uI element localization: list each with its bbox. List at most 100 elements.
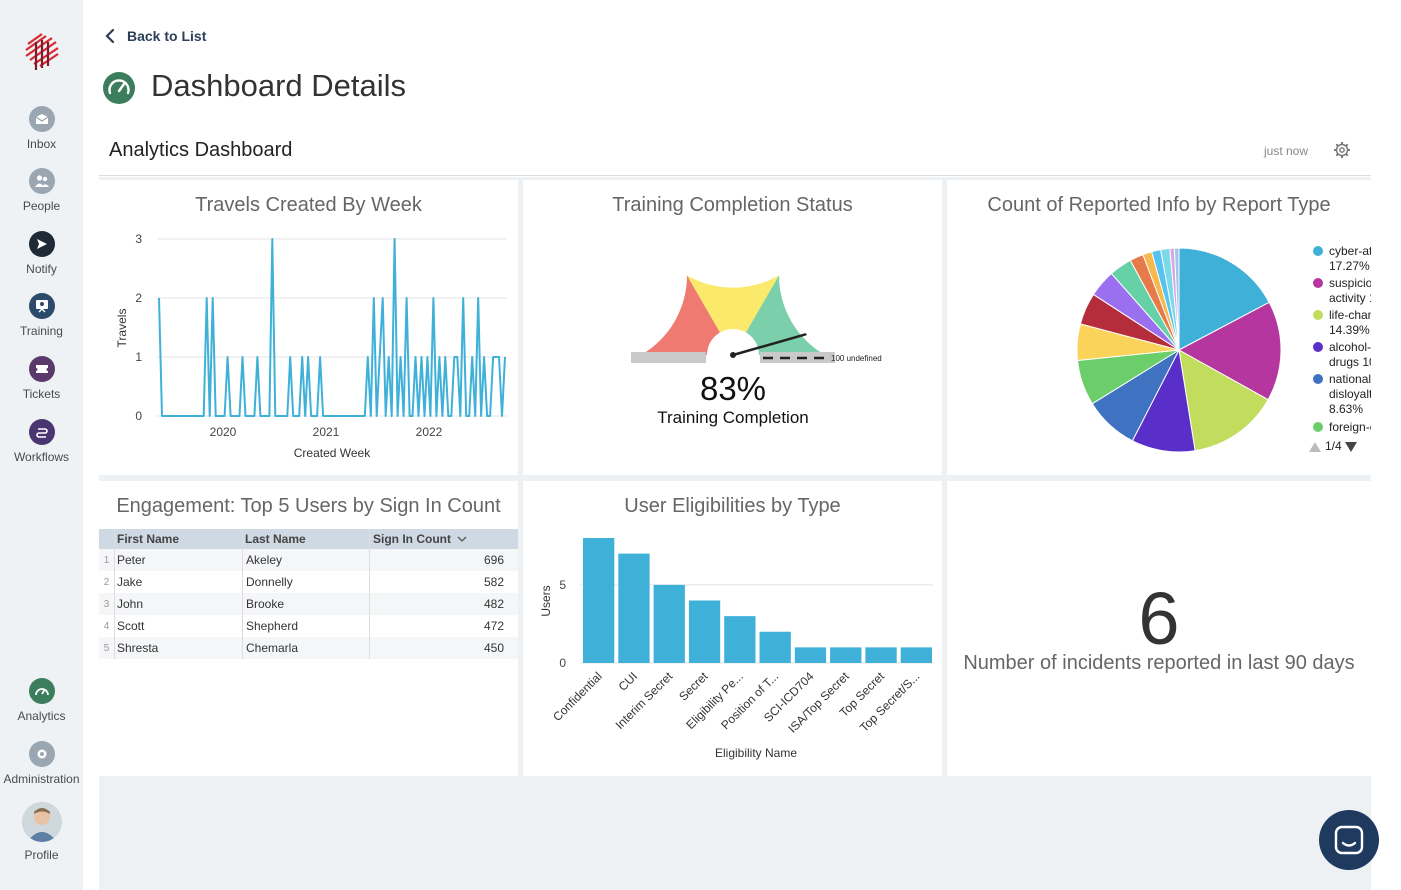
nav-workflows-label: Workflows xyxy=(13,450,70,464)
legend-item-label: foreign-contact xyxy=(1329,420,1371,434)
x-tick-label: CUI xyxy=(616,669,641,694)
sign-in-count-header[interactable]: Sign In Count xyxy=(370,529,518,549)
nav-people-label: People xyxy=(22,199,61,213)
legend-page-indicator: 1/4 xyxy=(1325,439,1342,453)
nav-profile[interactable]: Profile xyxy=(0,802,83,862)
nav-tickets-label: Tickets xyxy=(22,387,61,401)
travels-panel: Travels Created By Week 0 1 2 3 2020 2021 2022… xyxy=(99,180,518,475)
training-gauge[interactable]: 100 undefined 83%Training Completion xyxy=(523,180,942,475)
nav-inbox-label: Inbox xyxy=(26,137,57,151)
last-name-header[interactable]: Last Name xyxy=(243,529,370,549)
table-body: 1 Peter Akeley 696 2 Jake Donnelly 582 3 John Br… xyxy=(99,549,518,659)
pie-slice xyxy=(1178,247,1270,351)
y-tick-label: 1 xyxy=(135,350,142,364)
x-tick-label: Confidential xyxy=(550,669,605,724)
people-icon xyxy=(28,168,55,194)
travels-series-line xyxy=(158,238,506,417)
table-row[interactable]: 1 Peter Akeley 696 xyxy=(99,549,518,571)
training-icon xyxy=(28,293,55,319)
y-axis-label: Travels xyxy=(115,309,129,348)
legend-item-label: life-changes14.39% xyxy=(1329,308,1371,337)
nav-administration-label: Administration xyxy=(3,772,80,786)
x-axis-label: Created Week xyxy=(294,446,371,460)
gauge-band-mid xyxy=(687,275,779,336)
dashboard-gauge-icon xyxy=(103,72,135,104)
first-name-cell: Peter xyxy=(115,549,243,571)
legend-swatch xyxy=(1313,310,1323,320)
y-tick-label: 0 xyxy=(135,409,142,423)
eligibility-bar xyxy=(688,600,721,663)
nav-tickets[interactable]: Tickets xyxy=(0,356,83,401)
y-tick-label: 5 xyxy=(559,578,566,592)
chat-icon xyxy=(1334,825,1364,855)
dashboard-title: Analytics Dashboard xyxy=(109,139,293,161)
back-to-list-link[interactable]: Back to List xyxy=(105,28,206,44)
eligibility-bar xyxy=(618,553,650,663)
sign-in-count-cell: 450 xyxy=(483,641,504,655)
eligibility-bar xyxy=(794,647,827,663)
legend-item-label: national-disloyalty8.63% xyxy=(1329,372,1371,416)
sign-in-count-label: Sign In Count xyxy=(373,532,451,546)
nav-notify[interactable]: Notify xyxy=(0,231,83,276)
report-type-pie[interactable]: cyber-attack17.27% suspicious-activity 15… xyxy=(947,180,1371,475)
legend-swatch xyxy=(1313,342,1323,352)
first-name-cell: Scott xyxy=(115,615,243,637)
gauge-max-label: 100 undefined xyxy=(831,354,882,363)
x-tick-label: 2020 xyxy=(210,425,237,439)
nav-analytics[interactable]: Analytics xyxy=(0,678,83,723)
nav-inbox[interactable]: Inbox xyxy=(0,106,83,151)
header-divider xyxy=(99,175,1371,176)
legend-item-label: suspicious-activity 15.83% xyxy=(1329,276,1371,305)
incidents-panel: 6 Number of incidents reported in last 9… xyxy=(947,481,1371,776)
index-header xyxy=(99,529,115,549)
app-logo[interactable] xyxy=(22,32,62,72)
refresh-status: just now xyxy=(1264,144,1309,158)
eligibility-bar xyxy=(759,631,791,663)
inbox-icon xyxy=(28,106,55,132)
pie-slice xyxy=(1173,247,1180,351)
legend-swatch xyxy=(1313,278,1323,288)
legend-prev-page-icon xyxy=(1309,442,1321,452)
row-index: 1 xyxy=(99,549,115,571)
last-name-cell: Donnelly xyxy=(243,571,370,593)
gauge-base-left xyxy=(631,352,706,363)
table-header: First Name Last Name Sign In Count xyxy=(99,529,518,549)
legend-swatch xyxy=(1313,246,1323,256)
row-index: 4 xyxy=(99,615,115,637)
workflow-icon xyxy=(28,419,55,445)
page-title: Dashboard Details xyxy=(151,68,407,103)
table-row[interactable]: 5 Shresta Chemarla 450 xyxy=(99,637,518,659)
incidents-label: Number of incidents reported in last 90 … xyxy=(963,652,1355,674)
travels-line-chart[interactable]: 0 1 2 3 2020 2021 2022 Created Week Travels xyxy=(99,180,518,475)
last-name-cell: Akeley xyxy=(243,549,370,571)
y-tick-label: 2 xyxy=(135,291,142,305)
table-row[interactable]: 4 Scott Shepherd 472 xyxy=(99,615,518,637)
nav-profile-label: Profile xyxy=(24,848,59,862)
settings-gear-icon[interactable] xyxy=(1333,141,1351,159)
gauge-value-label: 83% xyxy=(700,370,766,407)
gauge-needle xyxy=(731,333,807,357)
table-row[interactable]: 2 Jake Donnelly 582 xyxy=(99,571,518,593)
nav-analytics-label: Analytics xyxy=(17,709,66,723)
avatar xyxy=(21,802,62,842)
nav-workflows[interactable]: Workflows xyxy=(0,419,83,464)
gauge-needle-pivot xyxy=(730,352,736,358)
engagement-title: Engagement: Top 5 Users by Sign In Count xyxy=(116,495,501,517)
engagement-panel: Engagement: Top 5 Users by Sign In Count… xyxy=(99,481,518,776)
gauge-band-high xyxy=(746,275,825,355)
first-name-cell: John xyxy=(115,593,243,615)
eligibility-bar xyxy=(653,584,685,663)
last-name-cell: Chemarla xyxy=(243,637,370,659)
sign-in-count-cell: 582 xyxy=(483,575,504,589)
chat-launcher-button[interactable] xyxy=(1319,810,1379,870)
nav-people[interactable]: People xyxy=(0,168,83,213)
nav-administration[interactable]: Administration xyxy=(0,741,83,786)
nav-training[interactable]: Training xyxy=(0,293,83,338)
table-row[interactable]: 3 John Brooke 482 xyxy=(99,593,518,615)
nav-notify-label: Notify xyxy=(26,262,57,276)
first-name-header[interactable]: First Name xyxy=(115,529,243,549)
ticket-icon xyxy=(28,356,55,382)
pie-slice xyxy=(1177,301,1282,401)
row-index: 2 xyxy=(99,571,115,593)
